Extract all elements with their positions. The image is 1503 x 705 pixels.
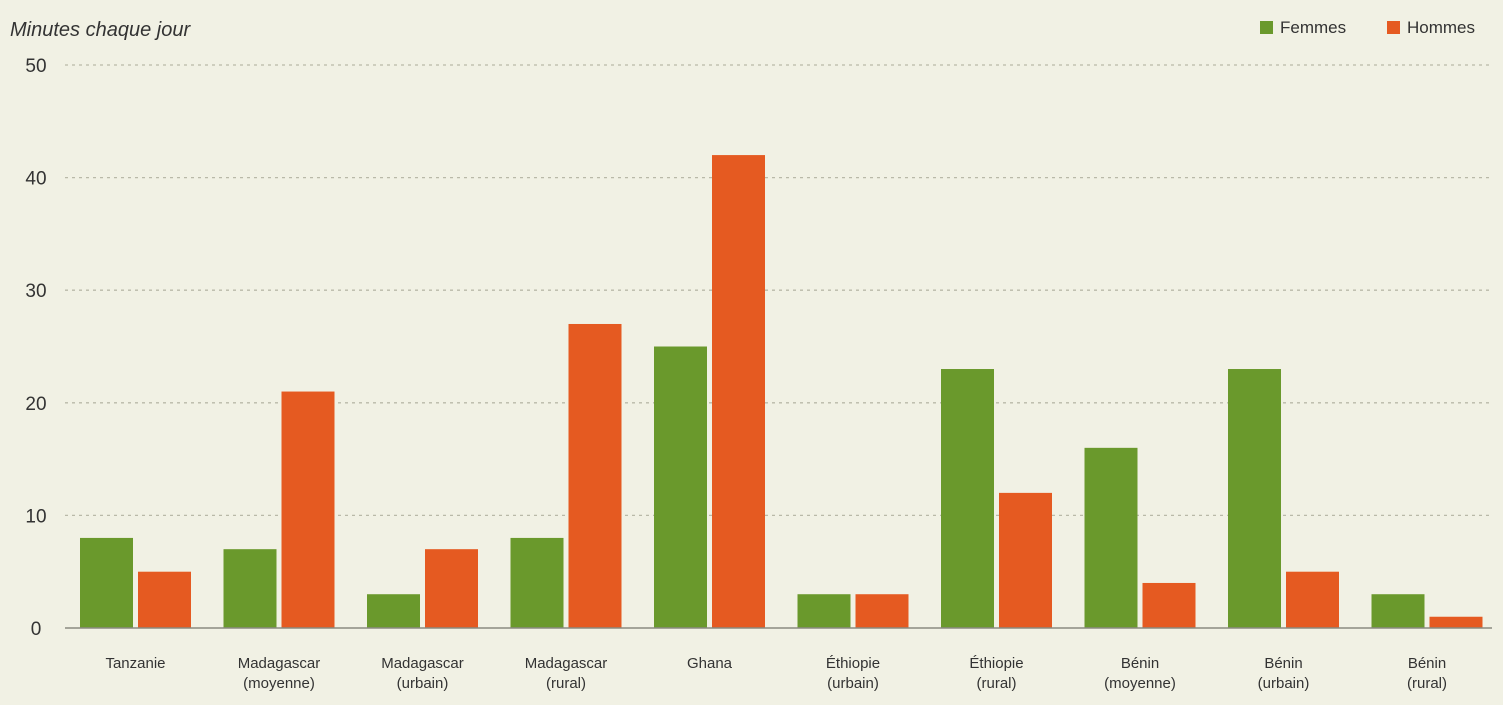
- bar-hommes: [1286, 571, 1339, 628]
- x-category-label: (moyenne): [1104, 675, 1176, 692]
- y-tick-label: 0: [31, 619, 42, 640]
- bar-hommes: [1429, 616, 1483, 628]
- x-category-label: Bénin: [1408, 655, 1446, 672]
- bar-femmes: [941, 369, 994, 628]
- x-category-label: (urbain): [397, 675, 449, 692]
- bar-hommes: [712, 155, 765, 628]
- bar-femmes: [367, 594, 420, 628]
- x-category-label: Bénin: [1264, 655, 1302, 672]
- x-axis-labels: Tanzanie Madagascar (moyenne) Madagascar (ur…: [105, 655, 1447, 692]
- legend: Femmes Hommes: [1260, 18, 1475, 37]
- legend-swatch-hommes: [1387, 21, 1400, 34]
- legend-label-femmes: Femmes: [1280, 18, 1346, 37]
- bar-femmes: [797, 594, 851, 628]
- y-tick-label: 10: [25, 506, 46, 527]
- bar-hommes: [568, 323, 622, 628]
- y-tick-label: 20: [25, 394, 46, 415]
- bar-hommes: [855, 594, 909, 628]
- bar-hommes: [281, 391, 335, 628]
- y-tick-label: 50: [25, 56, 46, 77]
- x-category-label: (moyenne): [243, 675, 315, 692]
- x-category-label: Éthiopie: [969, 655, 1023, 672]
- bar-femmes: [510, 537, 564, 628]
- x-category-label: (rural): [1407, 675, 1447, 692]
- x-category-label: (rural): [977, 675, 1017, 692]
- bar-hommes: [999, 492, 1052, 628]
- bar-femmes: [223, 549, 277, 628]
- y-axis-ticks: 0 10 20 30 40 50: [25, 56, 46, 640]
- x-category-label: (urbain): [1258, 675, 1310, 692]
- bar-femmes: [654, 346, 707, 628]
- bar-hommes: [1142, 582, 1196, 628]
- bars: [80, 155, 1483, 628]
- x-category-label: Bénin: [1121, 655, 1159, 672]
- x-category-label: Madagascar: [525, 655, 608, 672]
- x-category-label: (urbain): [827, 675, 879, 692]
- x-category-label: Ghana: [687, 655, 733, 672]
- x-category-label: Madagascar: [381, 655, 464, 672]
- bar-femmes: [1228, 369, 1281, 628]
- y-tick-label: 30: [25, 281, 46, 302]
- legend-swatch-femmes: [1260, 21, 1273, 34]
- y-axis-title: Minutes chaque jour: [10, 19, 191, 41]
- x-category-label: (rural): [546, 675, 586, 692]
- bar-hommes: [138, 571, 191, 628]
- x-category-label: Madagascar: [238, 655, 321, 672]
- bar-femmes: [1084, 447, 1138, 628]
- bar-hommes: [425, 549, 478, 628]
- x-category-label: Tanzanie: [105, 655, 165, 672]
- legend-label-hommes: Hommes: [1407, 18, 1475, 37]
- x-category-label: Éthiopie: [826, 655, 880, 672]
- y-tick-label: 40: [25, 169, 46, 190]
- bar-femmes: [80, 537, 133, 628]
- bar-femmes: [1371, 594, 1425, 628]
